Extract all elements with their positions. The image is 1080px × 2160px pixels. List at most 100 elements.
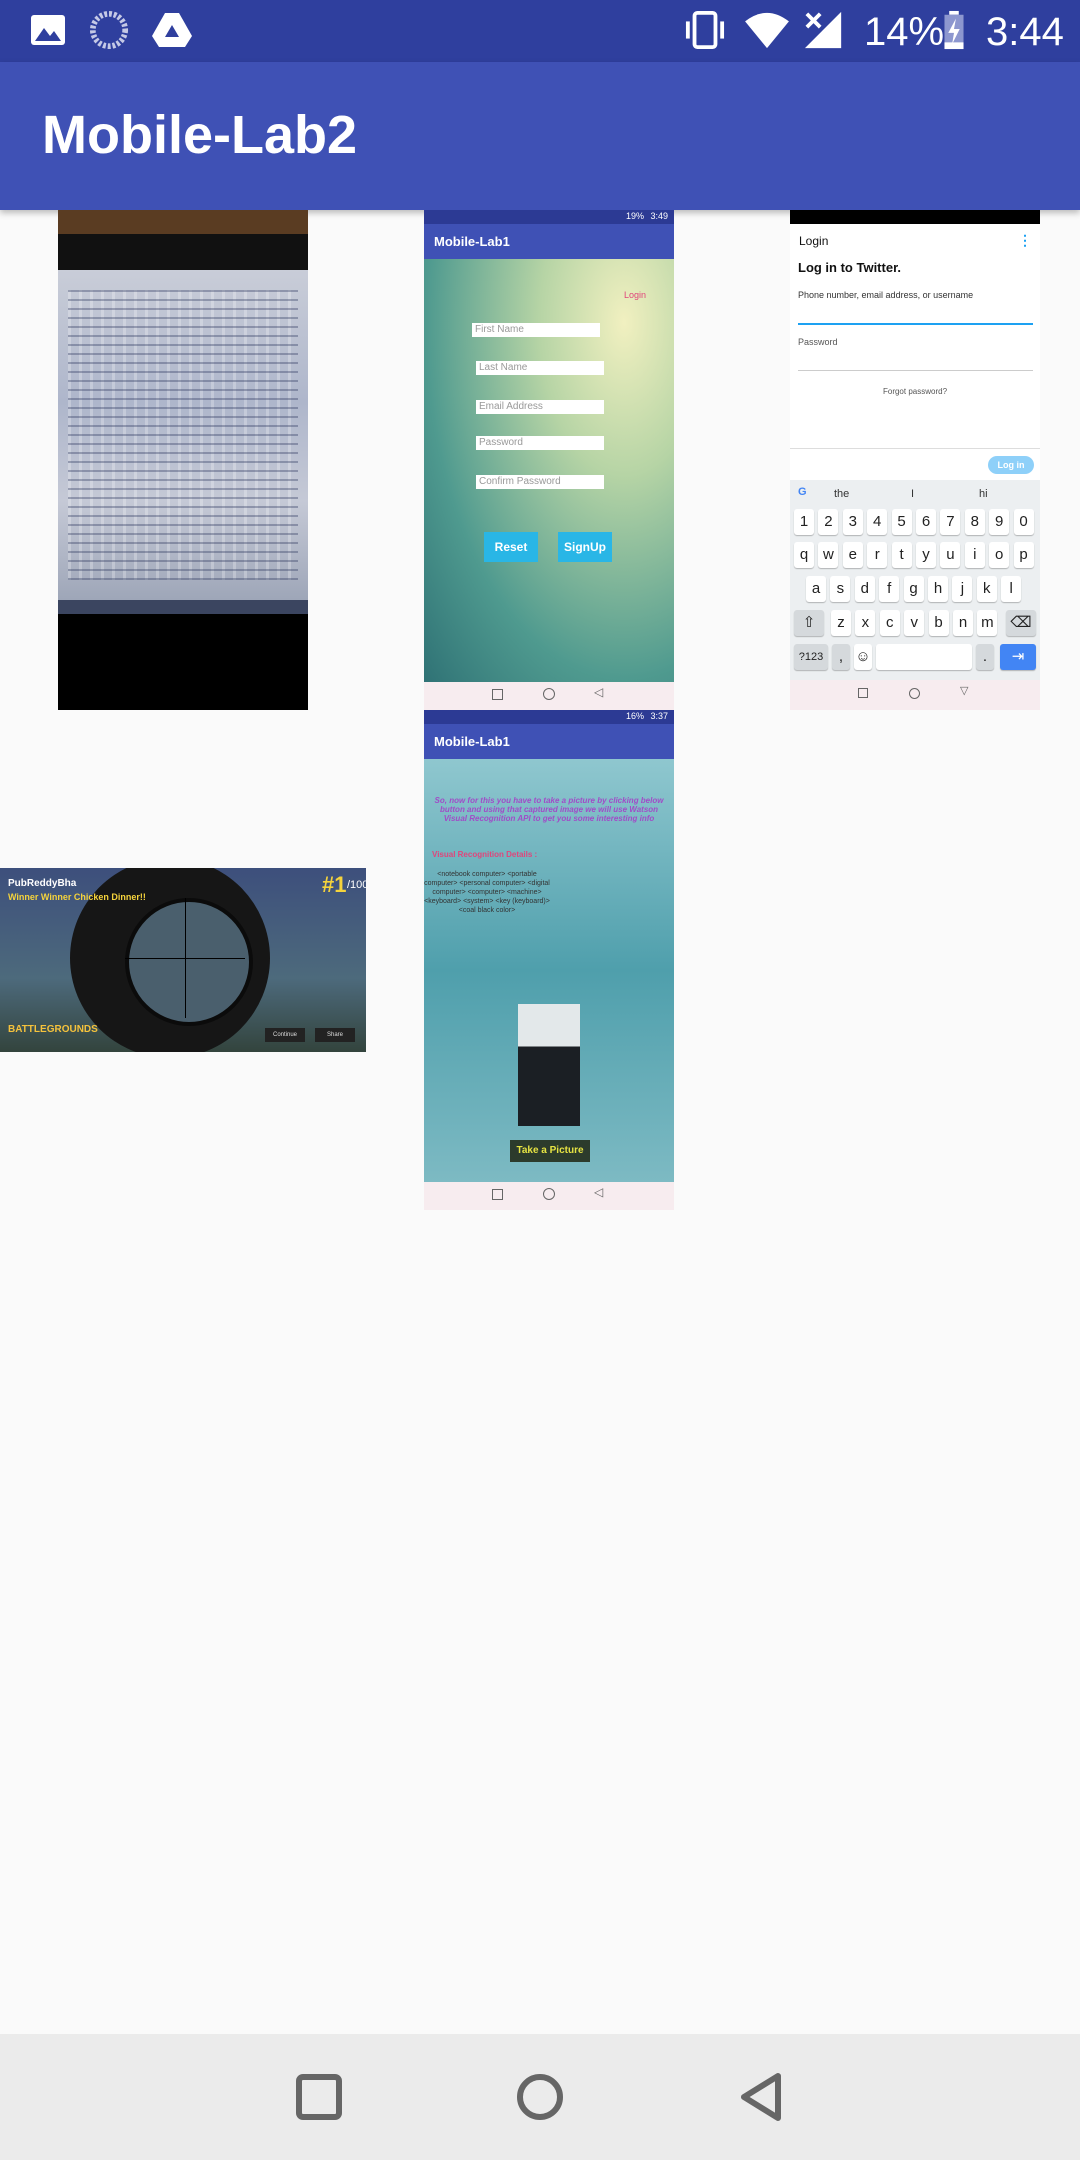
key-row-space: ?123 , ☺ . ⇥ <box>790 644 1040 672</box>
letter-key-0[interactable]: a <box>806 576 826 602</box>
comma-key[interactable]: , <box>832 644 850 670</box>
last-name-field[interactable]: Last Name <box>476 361 604 375</box>
gallery-image-vision-screenshot[interactable]: 3:37 16% Mobile-Lab1 So, now for this yo… <box>424 710 674 1210</box>
letter-key-8[interactable]: l <box>1001 576 1022 602</box>
password-label: Password <box>798 337 838 347</box>
letter-key-6[interactable]: j <box>952 576 973 602</box>
twitter-login-button[interactable]: Log in <box>988 456 1034 474</box>
period-key[interactable]: . <box>976 644 994 670</box>
game-logo: BATTLEGROUNDS <box>8 1024 98 1035</box>
gallery-icon <box>31 15 65 45</box>
mini-status-time: 3:37 <box>650 711 668 721</box>
first-name-field[interactable]: First Name <box>472 323 600 337</box>
letter-key-5[interactable]: h <box>928 576 948 602</box>
letter-key-4[interactable]: b <box>928 610 949 636</box>
number-key-3[interactable]: 4 <box>867 509 888 535</box>
clock: 3:44 <box>986 10 1064 54</box>
number-key-4[interactable]: 5 <box>891 509 912 535</box>
signup-button[interactable]: SignUp <box>558 532 612 562</box>
username-input[interactable] <box>798 323 1033 325</box>
gallery-image-signup-screenshot[interactable]: 3:49 19% Mobile-Lab1 Login First Name La… <box>424 210 674 710</box>
mini-app-bar: Mobile-Lab1 <box>424 724 674 759</box>
letter-key-0[interactable]: q <box>794 542 814 568</box>
number-key-0[interactable]: 1 <box>794 509 814 535</box>
letter-key-2[interactable]: d <box>854 576 875 602</box>
letter-key-3[interactable]: f <box>879 576 900 602</box>
take-picture-button[interactable]: Take a Picture <box>510 1140 590 1162</box>
number-key-7[interactable]: 8 <box>964 509 985 535</box>
letter-key-6[interactable]: u <box>940 542 961 568</box>
letter-key-0[interactable]: z <box>831 610 851 636</box>
suggestion-1[interactable]: the <box>834 488 850 500</box>
letter-key-3[interactable]: v <box>904 610 925 636</box>
number-key-2[interactable]: 3 <box>842 509 863 535</box>
email-field[interactable]: Email Address <box>476 400 604 414</box>
letter-key-1[interactable]: x <box>855 610 876 636</box>
forgot-password-link[interactable]: Forgot password? <box>882 387 948 396</box>
back-icon[interactable] <box>730 2064 796 2130</box>
mini-status-bar: 3:49 19% <box>424 210 674 224</box>
battery-percent: 14% <box>864 10 945 54</box>
symbols-key[interactable]: ?123 <box>794 644 828 670</box>
details-heading: Visual Recognition Details : <box>432 850 538 859</box>
number-key-9[interactable]: 0 <box>1013 509 1034 535</box>
letter-key-4[interactable]: g <box>903 576 924 602</box>
suggestion-3[interactable]: hi <box>979 488 988 500</box>
number-key-6[interactable]: 7 <box>940 509 961 535</box>
gallery-image-game-screenshot[interactable]: PubReddyBha Winner Winner Chicken Dinner… <box>0 868 366 1052</box>
shift-key[interactable]: ⇧ <box>794 610 824 636</box>
suggestion-2[interactable]: I <box>911 488 915 500</box>
gallery-image-twitter-login[interactable]: Login ⋮ Log in to Twitter. Phone number,… <box>790 210 1040 710</box>
home-icon[interactable] <box>507 2064 573 2130</box>
number-key-1[interactable]: 2 <box>818 509 839 535</box>
letter-key-5[interactable]: y <box>916 542 936 568</box>
space-key[interactable] <box>876 644 972 670</box>
letter-key-9[interactable]: p <box>1013 542 1034 568</box>
letter-key-6[interactable]: m <box>977 610 998 636</box>
letter-key-1[interactable]: s <box>830 576 851 602</box>
emoji-key[interactable]: ☺ <box>854 644 872 670</box>
letter-key-7[interactable]: k <box>976 576 997 602</box>
mini-app-title: Mobile-Lab1 <box>434 734 510 749</box>
backspace-key[interactable]: ⌫ <box>1006 610 1036 636</box>
app-bar: Mobile-Lab2 <box>0 62 1080 210</box>
username-label: Phone number, email address, or username <box>798 290 974 300</box>
letter-key-1[interactable]: w <box>818 542 839 568</box>
letter-key-4[interactable]: t <box>891 542 912 568</box>
continue-button[interactable]: Continue <box>265 1028 305 1042</box>
letter-key-2[interactable]: c <box>879 610 900 636</box>
letter-key-3[interactable]: r <box>867 542 888 568</box>
mini-status-time: 3:49 <box>650 211 668 221</box>
vibrate-icon <box>685 10 725 50</box>
twitter-header: Login <box>799 234 829 248</box>
login-link[interactable]: Login <box>624 290 647 300</box>
letter-key-7[interactable]: i <box>964 542 985 568</box>
google-icon: G <box>798 486 807 498</box>
overflow-menu-icon[interactable]: ⋮ <box>1018 232 1032 248</box>
system-nav-bar <box>0 2034 1080 2160</box>
number-key-8[interactable]: 9 <box>989 509 1010 535</box>
letter-key-2[interactable]: e <box>842 542 863 568</box>
drive-icon <box>152 13 192 47</box>
password-input[interactable] <box>798 370 1033 371</box>
confirm-password-field[interactable]: Confirm Password <box>476 475 604 489</box>
mini-status-battery: 19% <box>625 211 644 221</box>
letter-key-5[interactable]: n <box>953 610 973 636</box>
mini-status-battery: 16% <box>625 711 644 721</box>
next-key[interactable]: ⇥ <box>1000 644 1036 670</box>
password-field[interactable]: Password <box>476 436 604 450</box>
letter-key-8[interactable]: o <box>989 542 1010 568</box>
app-title: Mobile-Lab2 <box>42 105 358 165</box>
share-button[interactable]: Share <box>315 1028 355 1042</box>
recents-icon[interactable] <box>286 2064 352 2130</box>
reset-button[interactable]: Reset <box>484 532 538 562</box>
player-name: PubReddyBha <box>8 878 77 889</box>
number-key-5[interactable]: 6 <box>916 509 936 535</box>
wifi-icon <box>745 12 789 49</box>
gallery-image-monitor-photo[interactable] <box>58 210 308 710</box>
mini-app-title: Mobile-Lab1 <box>434 234 510 249</box>
mini-nav-bar: ▽ <box>790 680 1040 710</box>
